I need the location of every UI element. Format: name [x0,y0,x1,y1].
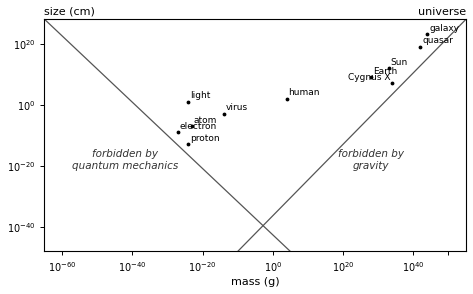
Text: Sun: Sun [391,58,408,66]
Text: virus: virus [225,103,247,112]
Text: universe: universe [418,7,466,17]
Text: forbidden by
gravity: forbidden by gravity [338,149,404,171]
X-axis label: mass (g): mass (g) [231,277,280,287]
Text: light: light [190,91,210,100]
Text: electron: electron [180,122,217,131]
Text: proton: proton [190,134,220,143]
Text: Earth: Earth [373,67,397,76]
Text: atom: atom [194,116,217,125]
Text: Cygnus X: Cygnus X [348,73,391,82]
Text: human: human [289,88,320,97]
Text: size (cm): size (cm) [44,7,96,17]
Text: forbidden by
quantum mechanics: forbidden by quantum mechanics [72,149,178,171]
Text: quasar: quasar [422,36,453,45]
Text: galaxy: galaxy [429,24,459,33]
